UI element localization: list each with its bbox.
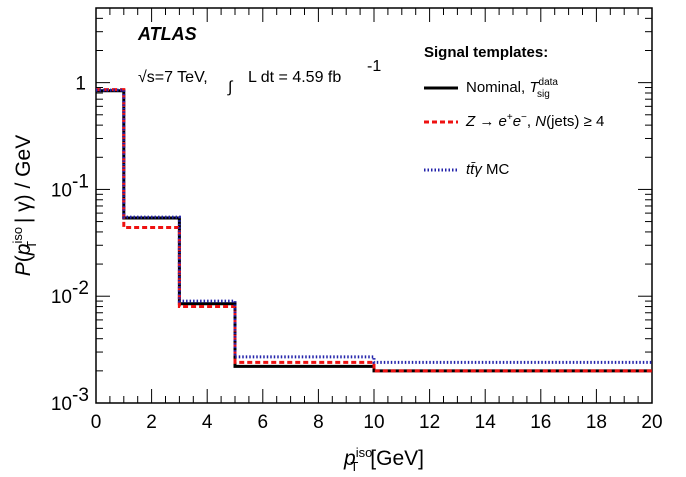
x-tick-label: 4 [202,412,213,433]
x-tick-label: 18 [586,412,607,433]
y-tick-label: 10 [51,287,72,308]
y-tick-exponent: -1 [72,171,89,192]
lumi-label: L dt = 4.59 fb [248,69,341,86]
energy-lumi-annotation: √s=7 TeV, ∫ L dt = 4.59 fb -1 [138,58,381,96]
y-tick-label: 10 [51,180,72,201]
series-layer [96,88,652,373]
atlas-label: ATLAS [137,24,197,44]
legend-entry-nominal: Nominal, Tdata sig [466,77,558,100]
integral-sign: ∫ [227,79,234,96]
y-tick-label: 1 [75,74,86,95]
y-tick-exponent: -2 [72,278,89,299]
legend-entry-zee: Z → e+e−, N(jets) ≥ 4 [465,112,604,130]
x-tick-label: 0 [91,412,102,433]
y-tick-labels: 110-110-210-3 [51,74,89,415]
x-tick-labels: 0 2 4 6 8 10 12 14 16 18 20 [91,412,663,433]
series-line-2 [96,88,652,364]
y-tick-label: 10 [51,394,72,415]
x-tick-label: 10 [363,412,384,433]
x-tick-label: 2 [146,412,157,433]
y-tick-exponent: -3 [72,385,89,406]
x-tick-label: 16 [530,412,551,433]
x-tick-label: 20 [641,412,662,433]
legend-entry-ttgamma: tt̄γ MC [466,161,510,178]
x-tick-label: 12 [419,412,440,433]
series-line-1 [96,88,652,373]
legend: Signal templates: Nominal, Tdata sig Z → … [424,44,604,178]
legend-title: Signal templates: [424,44,548,61]
x-tick-label: 6 [258,412,269,433]
lumi-exponent: -1 [367,58,381,75]
sqrt-s-label: √s=7 TeV, [138,69,208,86]
x-axis-title: piso T [GeV] [343,445,424,474]
x-tick-label: 8 [313,412,324,433]
axis-ticks [95,7,653,404]
y-axis-title: P(pisoT | γ) / GeV [10,135,39,276]
x-tick-label: 14 [475,412,497,433]
